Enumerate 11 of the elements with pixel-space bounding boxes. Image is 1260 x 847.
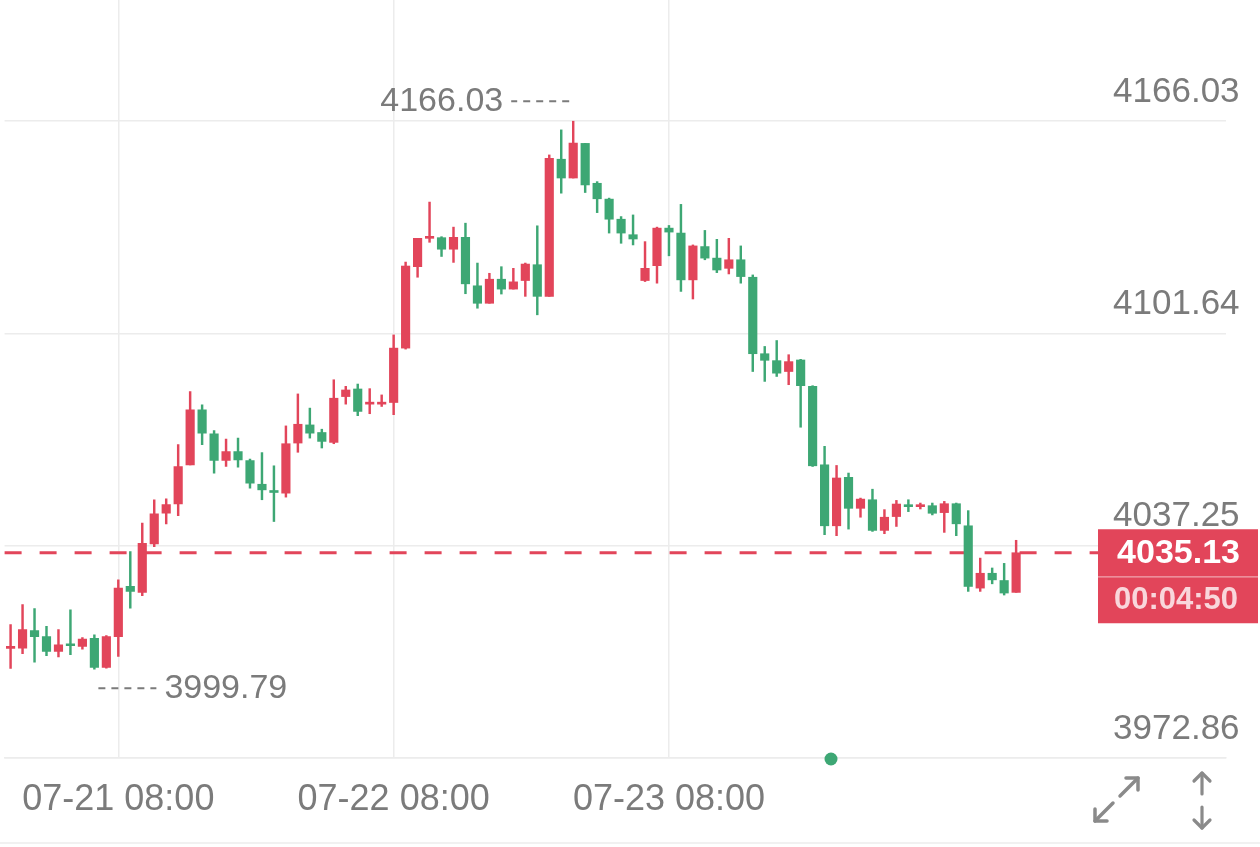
annotation: 00:04:50: [1113, 581, 1238, 617]
x-tick-label: 07-21 08:00: [22, 776, 215, 818]
annotation: 4166.03: [380, 79, 504, 118]
ref-line-label: 4035.13: [1117, 532, 1240, 571]
y-tick-label: 4037.25: [1113, 494, 1240, 534]
y-tick-label: 4101.64: [1113, 282, 1240, 322]
annotation: 3999.79: [164, 666, 288, 705]
y-tick-label: 4166.03: [1113, 69, 1240, 109]
x-tick-label: 07-23 08:00: [572, 776, 766, 818]
x-tick-label: 07-22 08:00: [297, 776, 490, 818]
y-tick-label: 3972.86: [1113, 706, 1240, 746]
